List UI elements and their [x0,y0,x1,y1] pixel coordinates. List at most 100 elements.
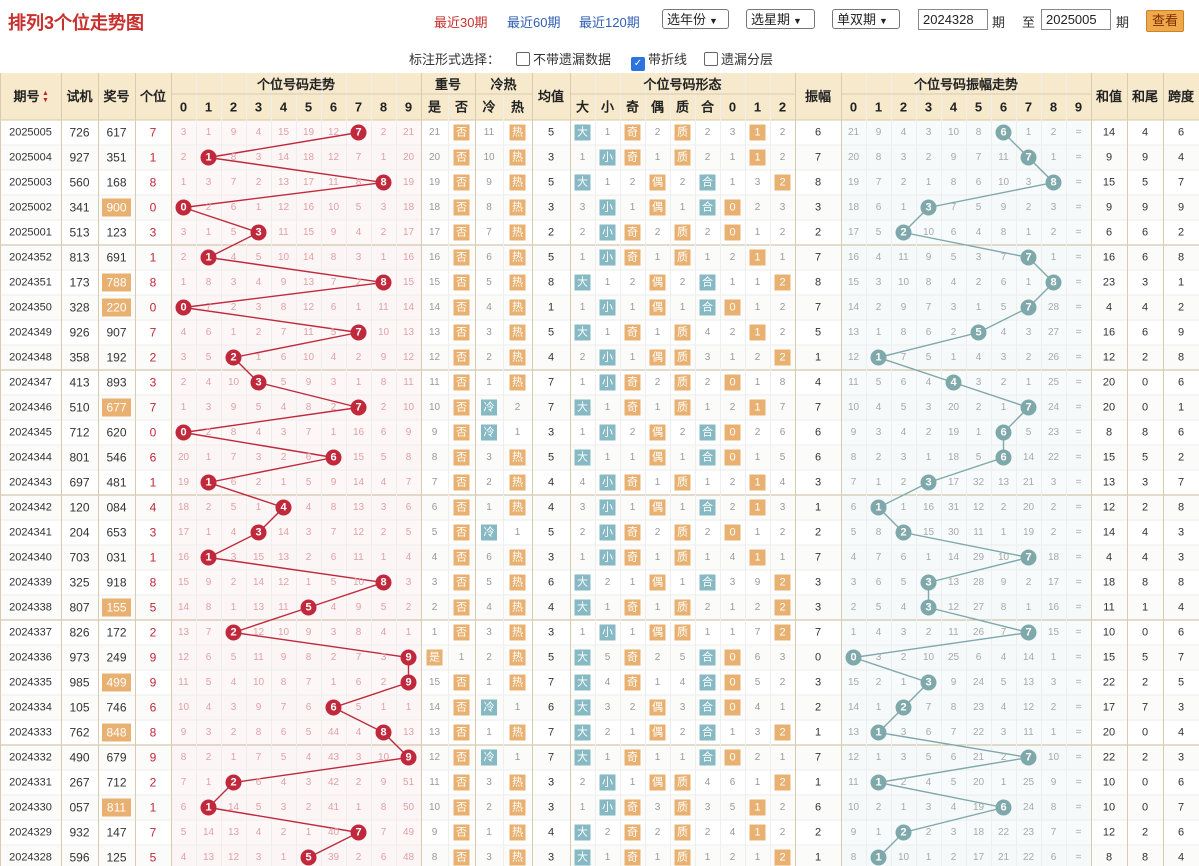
unit-ball [400,749,417,766]
checkbox-icon[interactable] [516,52,530,66]
recent-120-link[interactable]: 最近120期 [579,15,640,30]
sort-up-icon[interactable]: ▲ [42,90,49,97]
unit-ball-label: 2 [230,777,236,789]
form-cell: 4 [730,827,736,838]
cold-block [481,399,497,416]
form-cell: 大 [577,850,588,864]
form-block [699,274,716,291]
unit-ball-label: 9 [405,752,411,764]
trend-miss-cell: 8 [281,677,287,688]
form-group-header: 个位号码形态 [642,77,721,92]
form-cell: 1 [755,377,761,388]
hotcold-cell: 1 [486,377,492,388]
form-cell: 7 [755,627,761,638]
form-block [699,724,716,741]
oddeven-select[interactable]: 单双期 ▼ [832,9,900,29]
amp-miss-cell: 5 [976,202,982,213]
amp-miss-cell: 2 [1026,352,1032,363]
amp-ball-label: 6 [1000,802,1006,814]
amp-miss-cell: 17 [948,477,960,488]
trial-cell: 807 [69,601,89,615]
trend-miss-cell: 6 [306,452,312,463]
trend-miss-cell: 7 [406,477,412,488]
repeat-block [453,324,470,341]
amp-miss-cell: 10 [998,552,1010,563]
year-select-value: 选年份 [667,12,707,27]
trend-miss-cell: 2 [281,452,287,463]
trend-miss-cell: 3 [356,752,362,763]
checkbox-checked-icon[interactable]: ✓ [631,57,645,71]
to-period-input[interactable]: 2025005 [1041,9,1111,30]
amp-miss-cell: 2 [876,677,882,688]
amp-miss-cell: 7 [876,552,882,563]
unit-ball-label: 8 [380,277,386,289]
trend-miss-cell: 2 [306,802,312,813]
form-cell: 1 [680,502,686,513]
amp-ball-label: 3 [925,577,931,589]
trend-miss-cell: 5 [231,652,237,663]
amp-ball [995,799,1012,816]
query-button[interactable]: 查看 [1146,10,1184,32]
trend-miss-cell: 5 [381,602,387,613]
amp-miss-cell: 15 [848,277,860,288]
option-no-miss-data[interactable]: 不带遗漏数据 [516,49,611,68]
trial-cell: 173 [69,276,89,290]
span-cell: 3 [1178,752,1184,764]
unit-ball [225,349,242,366]
trend-miss-cell: 1 [331,677,337,688]
trend-miss-cell: 1 [256,352,262,363]
form-block [599,249,616,266]
form-cell: 质 [677,526,688,539]
form-cell: 0 [729,527,735,539]
year-select[interactable]: 选年份 ▼ [662,9,729,29]
form-cell: 偶 [652,451,663,464]
trend-miss-cell: 4 [256,427,262,438]
trend-miss-cell: 1 [406,702,412,713]
repeat-block [453,849,470,866]
amp-miss-cell: 20 [948,402,960,413]
trend-miss-cell: 2 [356,352,362,363]
trend-miss-cell: 11 [353,552,364,563]
form-cell: 2 [705,127,711,138]
amp-miss-cell: 4 [951,277,957,288]
form-cell: 2 [680,727,686,738]
sum-cell: 10 [1103,627,1115,639]
recent-30-link[interactable]: 最近30期 [434,15,488,30]
unit-ball-label: 0 [180,427,186,439]
sum-tail-cell: 2 [1142,502,1148,514]
period-header[interactable]: 期号 [13,89,39,104]
trend-miss-cell: 10 [378,752,390,763]
trend-miss-cell: 1 [381,552,387,563]
trend-miss-cell: 3 [231,277,237,288]
from-period-input[interactable]: 2024328 [918,9,988,30]
amp-miss-cell: 19 [848,177,860,188]
amp-cell: 6 [815,452,821,464]
form-cell: 1 [705,552,711,563]
amp-miss-cell: 4 [876,627,882,638]
form-cell: 1 [630,302,636,313]
trend-miss-cell: 8 [381,377,387,388]
amp-digit-header: 4 [950,100,958,115]
amp-miss-cell: 2 [951,852,957,863]
recent-60-link[interactable]: 最近60期 [507,15,561,30]
weekday-select[interactable]: 选星期 ▼ [746,9,815,29]
option-with-lines[interactable]: ✓ 带折线 [631,49,687,71]
sort-down-icon[interactable]: ▼ [42,97,49,104]
page-title: 排列3个位走势图 [8,13,145,33]
amp-miss-cell: = [1076,252,1082,263]
form-cell: 2 [779,777,785,789]
trend-miss-cell: 3 [181,127,187,138]
form-cell: 2 [779,352,785,364]
amp-miss-cell: 7 [976,152,982,163]
trend-miss-cell: 41 [328,802,340,813]
amp-miss-cell: 1 [901,677,907,688]
trend-digit-header: 2 [230,100,237,115]
checkbox-icon[interactable] [704,52,718,66]
repeat-cell: 14 [429,302,441,313]
trend-miss-cell: 4 [306,502,312,513]
option-miss-layer[interactable]: 遗漏分层 [704,49,773,68]
form-cell: 大 [577,325,588,339]
repeat-cell: 否 [456,277,467,289]
amp-ball [945,374,962,391]
amp-miss-cell: 29 [973,552,985,563]
